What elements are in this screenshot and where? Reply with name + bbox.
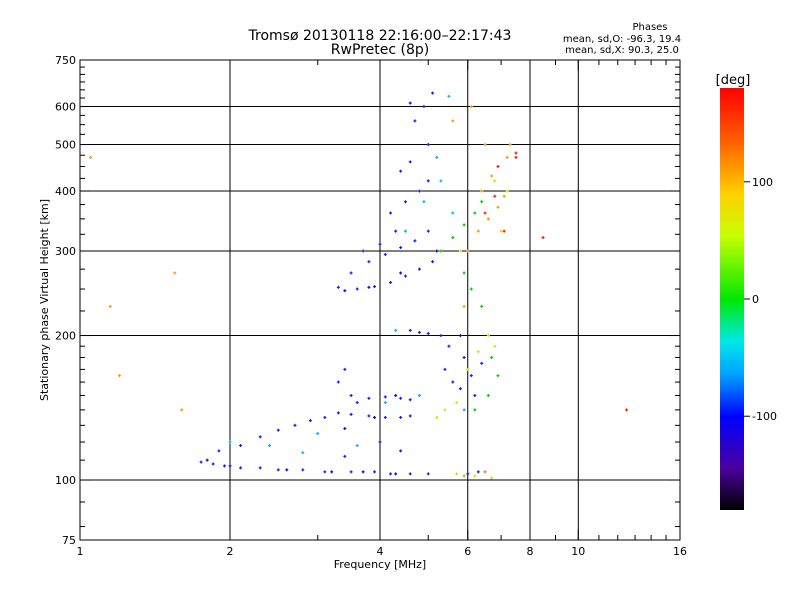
- phase-heading: Phases: [632, 22, 667, 33]
- colorbar-tick-label: -100: [752, 410, 777, 423]
- y-tick-label: 300: [55, 245, 76, 258]
- y-axis-ticks: 75 100 200 300 400 500 600 750: [55, 54, 680, 547]
- y-tick-label: 75: [62, 534, 76, 547]
- x-tick-label: 4: [377, 545, 384, 558]
- x-axis-label: Frequency [MHz]: [334, 558, 426, 571]
- colorbar: [720, 88, 744, 510]
- colorbar-label: [deg]: [716, 73, 751, 88]
- y-tick-label: 100: [55, 474, 76, 487]
- x-tick-label: 10: [571, 545, 585, 558]
- phase-mean-x: mean, sd,X: 90.3, 25.0: [565, 45, 679, 56]
- colorbar-tick-label: 100: [752, 176, 773, 189]
- phase-mean-o: mean, sd,O: -96.3, 19.4: [563, 34, 681, 45]
- y-tick-label: 600: [55, 101, 76, 114]
- y-axis-label: Stationary phase Virtual Height [km]: [38, 199, 51, 401]
- grid-lines: [80, 60, 680, 540]
- colorbar-ticks: 100 0 -100: [744, 176, 777, 423]
- chart-title: Tromsø 20130118 22:16:00–22:17:43: [248, 28, 512, 44]
- chart-subtitle: RwPretec (8p): [331, 42, 429, 58]
- colorbar-label-bg: [718, 70, 748, 88]
- x-tick-label: 1: [77, 545, 84, 558]
- y-tick-label: 750: [55, 54, 76, 67]
- colorbar-tick-label: 0: [752, 293, 759, 306]
- scatter-points: [89, 91, 629, 480]
- y-tick-label: 200: [55, 330, 76, 343]
- x-axis-ticks: 1 2 4 6 8 10 16: [77, 60, 687, 558]
- y-tick-label: 500: [55, 139, 76, 152]
- x-tick-label: 6: [464, 545, 471, 558]
- y-tick-label: 400: [55, 185, 76, 198]
- x-tick-label: 2: [227, 545, 234, 558]
- x-tick-label: 16: [673, 545, 687, 558]
- x-tick-label: 8: [527, 545, 534, 558]
- plot-frame: [79, 59, 681, 541]
